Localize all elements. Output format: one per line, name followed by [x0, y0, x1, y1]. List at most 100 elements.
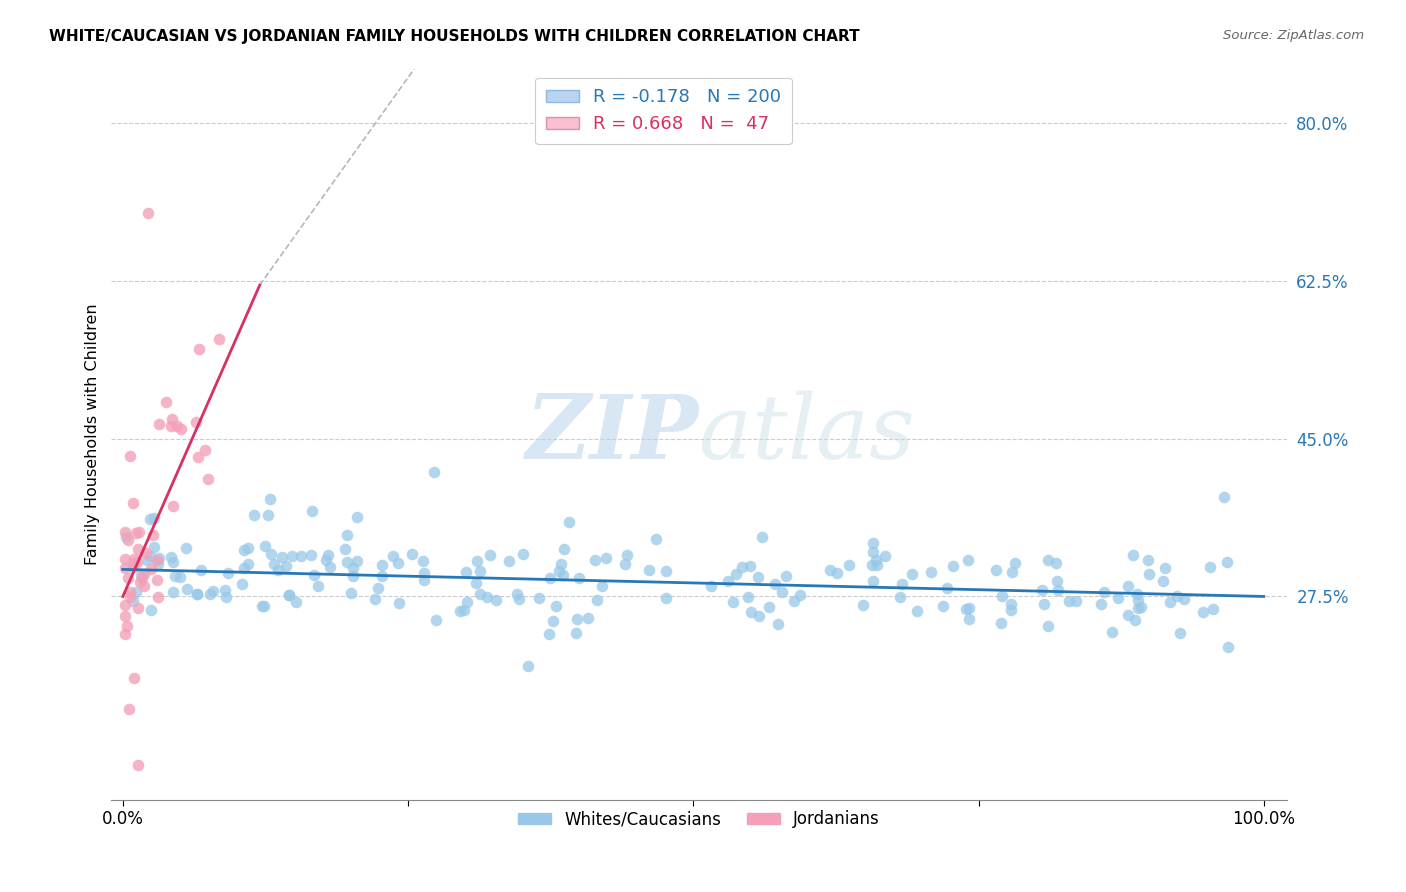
Point	[1159, 595, 1181, 609]
Point	[242, 508, 264, 523]
Point	[852, 598, 875, 612]
Point	[1137, 553, 1160, 567]
Point	[121, 559, 143, 574]
Point	[768, 617, 790, 632]
Point	[162, 499, 184, 513]
Point	[456, 595, 478, 609]
Point	[775, 568, 797, 582]
Point	[1199, 559, 1222, 574]
Point	[143, 511, 166, 525]
Point	[114, 599, 136, 613]
Point	[464, 576, 486, 591]
Point	[1116, 578, 1139, 592]
Point	[307, 578, 329, 592]
Point	[138, 511, 160, 525]
Y-axis label: Family Households with Children: Family Households with Children	[86, 303, 100, 565]
Point	[468, 564, 491, 578]
Point	[127, 541, 149, 556]
Point	[162, 412, 184, 426]
Point	[1152, 574, 1174, 588]
Point	[146, 590, 169, 604]
Point	[1122, 548, 1144, 562]
Point	[252, 599, 274, 614]
Point	[1004, 556, 1026, 570]
Point	[135, 546, 157, 560]
Point	[127, 758, 149, 772]
Text: ZIP: ZIP	[526, 391, 699, 477]
Point	[889, 590, 911, 604]
Point	[1038, 618, 1060, 632]
Point	[342, 569, 364, 583]
Point	[146, 552, 169, 566]
Point	[546, 599, 568, 613]
Point	[1173, 592, 1195, 607]
Point	[285, 595, 308, 609]
Point	[342, 561, 364, 575]
Point	[139, 603, 162, 617]
Point	[957, 553, 980, 567]
Point	[616, 549, 638, 563]
Point	[1137, 567, 1160, 582]
Point	[254, 539, 277, 553]
Point	[231, 577, 253, 591]
Point	[382, 549, 405, 563]
Point	[467, 554, 489, 568]
Point	[122, 496, 145, 510]
Point	[236, 557, 259, 571]
Point	[335, 542, 357, 557]
Point	[238, 541, 260, 556]
Point	[737, 591, 759, 605]
Point	[198, 586, 221, 600]
Legend: Whites/Caucasians, Jordanians: Whites/Caucasians, Jordanians	[512, 804, 887, 835]
Point	[1125, 613, 1147, 627]
Point	[1116, 608, 1139, 623]
Point	[131, 571, 153, 585]
Point	[122, 671, 145, 685]
Point	[413, 566, 436, 580]
Point	[516, 659, 538, 673]
Point	[568, 571, 591, 585]
Point	[541, 614, 564, 628]
Point	[862, 574, 884, 589]
Point	[115, 530, 138, 544]
Point	[319, 560, 342, 574]
Point	[131, 568, 153, 582]
Text: WHITE/CAUCASIAN VS JORDANIAN FAMILY HOUSEHOLDS WITH CHILDREN CORRELATION CHART: WHITE/CAUCASIAN VS JORDANIAN FAMILY HOUS…	[49, 29, 860, 45]
Point	[201, 584, 224, 599]
Point	[932, 599, 955, 613]
Point	[655, 564, 678, 578]
Point	[512, 547, 534, 561]
Point	[984, 563, 1007, 577]
Point	[862, 545, 884, 559]
Point	[449, 603, 471, 617]
Point	[194, 443, 217, 458]
Point	[125, 555, 148, 569]
Point	[1216, 640, 1239, 654]
Point	[169, 570, 191, 584]
Point	[576, 611, 599, 625]
Point	[187, 450, 209, 465]
Point	[957, 612, 980, 626]
Point	[818, 563, 841, 577]
Point	[838, 558, 860, 572]
Point	[136, 206, 159, 220]
Point	[412, 554, 434, 568]
Point	[253, 599, 276, 613]
Point	[1166, 589, 1188, 603]
Point	[336, 555, 359, 569]
Point	[725, 567, 748, 582]
Point	[125, 585, 148, 599]
Point	[364, 592, 387, 607]
Point	[257, 508, 280, 522]
Point	[277, 588, 299, 602]
Point	[1201, 602, 1223, 616]
Point	[388, 596, 411, 610]
Point	[336, 528, 359, 542]
Point	[1090, 597, 1112, 611]
Point	[163, 569, 186, 583]
Point	[505, 586, 527, 600]
Point	[260, 548, 283, 562]
Point	[1192, 605, 1215, 619]
Point	[567, 612, 589, 626]
Point	[114, 608, 136, 623]
